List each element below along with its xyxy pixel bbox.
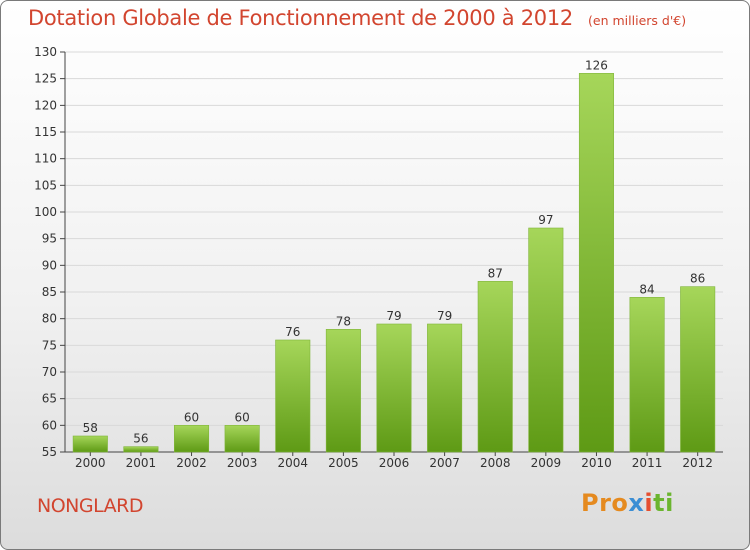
bar-2000: [72, 435, 108, 453]
bar-2002: [174, 425, 210, 453]
y-tick-label: 110: [34, 152, 57, 166]
logo-part-2: x: [628, 489, 645, 517]
data-label: 86: [690, 272, 705, 286]
bar-2005: [325, 329, 361, 453]
data-label: 87: [488, 266, 503, 280]
axes: 55 60 65 70 75 80 85 90 95 100 105 110 115 120 125 130 2…: [34, 45, 723, 470]
commune-name: NONGLARD: [37, 495, 143, 517]
data-label: 76: [285, 325, 300, 339]
y-tick-label: 70: [42, 365, 57, 379]
chart-title: Dotation Globale de Fonctionnement de 20…: [28, 6, 686, 30]
data-label: 78: [336, 314, 351, 328]
data-label: 84: [639, 282, 654, 296]
bars: [72, 73, 716, 453]
logo-part-4: ti: [653, 489, 674, 517]
data-label: 60: [235, 410, 250, 424]
data-label: 79: [386, 309, 401, 323]
x-tick-label: 2004: [277, 456, 308, 470]
y-tick-label: 80: [42, 312, 57, 326]
y-tick-label: 55: [42, 445, 57, 459]
y-tick-label: 65: [42, 392, 57, 406]
y-tick-label: 90: [42, 258, 57, 272]
x-tick-label: 2006: [379, 456, 410, 470]
bar-2007: [427, 323, 463, 453]
x-tick-label: 2009: [531, 456, 562, 470]
data-label: 97: [538, 213, 553, 227]
y-tick-label: 105: [34, 178, 57, 192]
bar-2008: [477, 281, 513, 453]
data-label: 79: [437, 309, 452, 323]
x-tick-label: 2001: [126, 456, 157, 470]
data-label: 60: [184, 410, 199, 424]
y-tick-label: 85: [42, 285, 57, 299]
chart-unit: (en milliers d'€): [588, 13, 687, 28]
bar-2011: [629, 297, 665, 453]
data-label: 126: [585, 58, 608, 72]
y-tick-label: 75: [42, 338, 57, 352]
x-tick-label: 2012: [682, 456, 713, 470]
y-tick-label: 115: [34, 125, 57, 139]
y-tick-label: 130: [34, 45, 57, 59]
x-tick-label: 2007: [429, 456, 460, 470]
x-tick-label: 2005: [328, 456, 359, 470]
data-label: 58: [83, 421, 98, 435]
data-labels: 58 56 60 60 76 78 79 79 87 97 126 84 86: [83, 58, 706, 445]
bar-2004: [275, 339, 311, 453]
y-tick-label: 95: [42, 232, 57, 246]
x-tick-label: 2000: [75, 456, 106, 470]
y-tick-label: 125: [34, 72, 57, 86]
bar-2006: [376, 323, 412, 453]
proxiti-logo[interactable]: Proxiti: [581, 489, 674, 517]
bar-2001: [123, 446, 159, 453]
chart-title-text: Dotation Globale de Fonctionnement de 20…: [28, 6, 573, 30]
x-tick-label: 2008: [480, 456, 511, 470]
x-tick-label: 2003: [227, 456, 258, 470]
logo-part-1: Pro: [581, 489, 629, 517]
bar-2009: [528, 227, 564, 453]
x-tick-label: 2002: [176, 456, 207, 470]
logo-part-3: i: [644, 489, 654, 517]
y-tick-label: 100: [34, 205, 57, 219]
y-tick-label: 60: [42, 418, 57, 432]
bar-2010: [578, 73, 614, 453]
x-tick-label: 2011: [632, 456, 663, 470]
x-tick-label: 2010: [581, 456, 612, 470]
bar-2003: [224, 425, 260, 453]
bar-2012: [680, 286, 716, 453]
data-label: 56: [133, 432, 148, 446]
y-tick-label: 120: [34, 98, 57, 112]
